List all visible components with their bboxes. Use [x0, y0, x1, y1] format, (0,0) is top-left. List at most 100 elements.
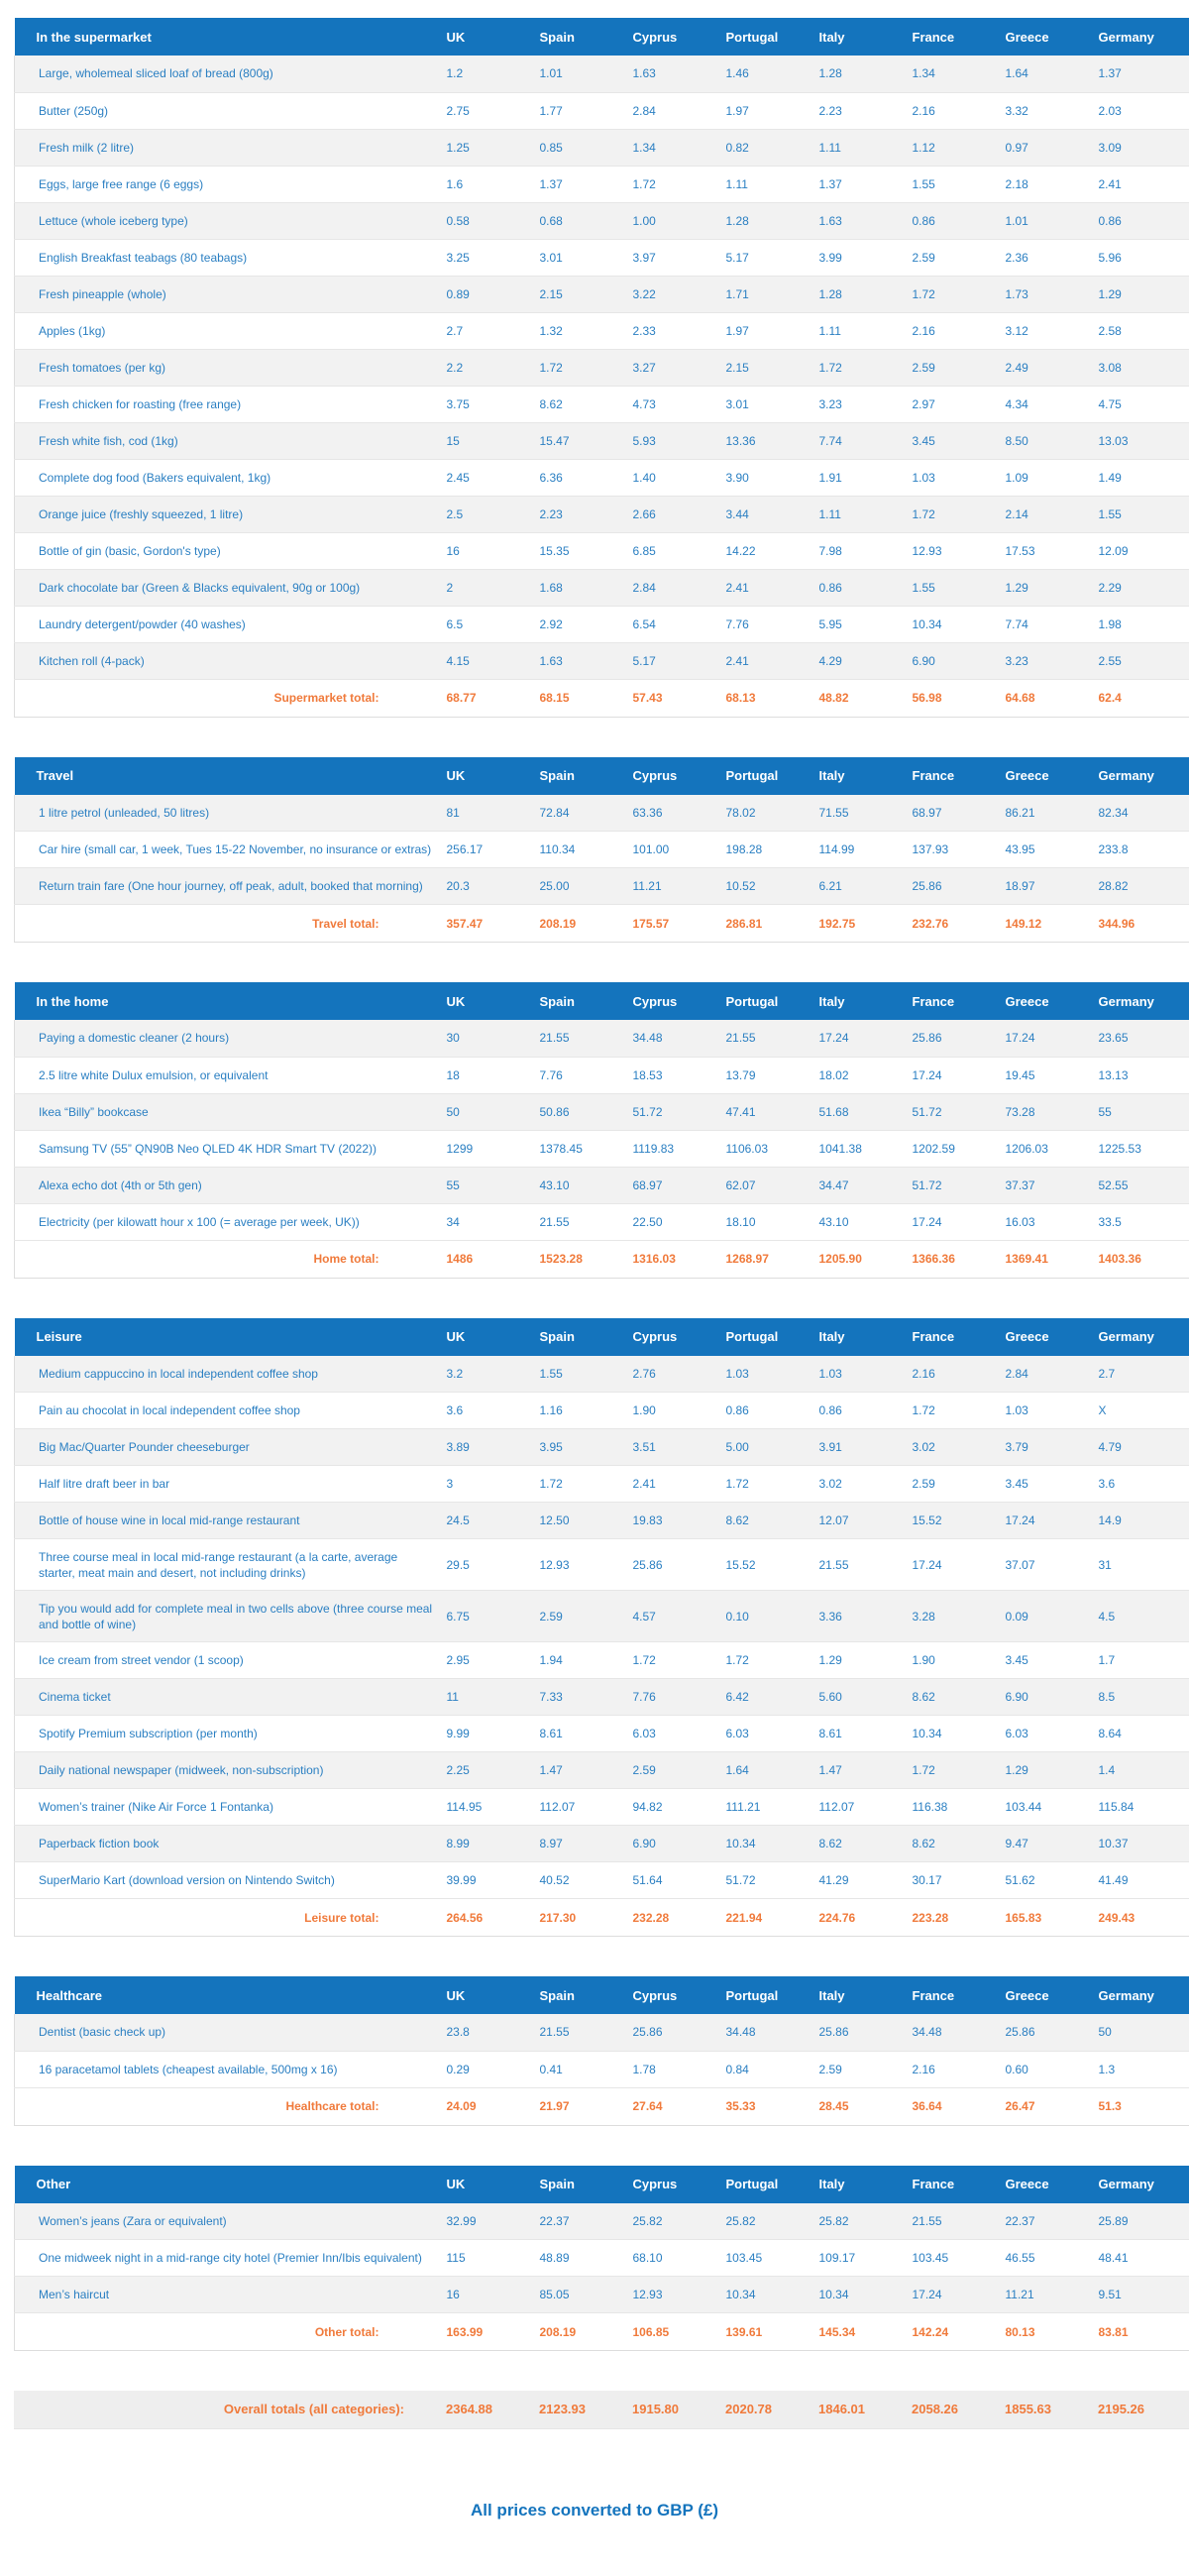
price-cell: 41.29 [818, 1873, 849, 1887]
price-cell: 16.03 [1005, 1214, 1035, 1229]
price-cell: 2.14 [1005, 506, 1028, 521]
section-total-value: 26.47 [1005, 2099, 1035, 2113]
item-name: Butter (250g) [39, 103, 109, 118]
table-row: Tip you would add for complete meal in t… [14, 1590, 1189, 1642]
price-cell: 2.59 [818, 2062, 842, 2076]
table-row: Women’s jeans (Zara or equivalent) 32.99 2… [14, 2202, 1189, 2240]
price-cell: 9.47 [1005, 1837, 1028, 1850]
section-total-value: 1369.41 [1005, 1252, 1048, 1266]
table-row: Lettuce (whole iceberg type) 0.58 0.68 1.00… [14, 202, 1189, 239]
item-name: Paperback fiction book [39, 1837, 160, 1850]
country-header: Cyprus [632, 1987, 678, 2003]
item-name: Fresh milk (2 litre) [39, 140, 135, 155]
price-cell: 4.34 [1005, 396, 1028, 411]
price-cell: 7.76 [539, 1067, 563, 1082]
price-cell: 51.72 [912, 1177, 942, 1192]
table-row: Fresh milk (2 litre) 1.25 0.85 1.34 0.82 1.11… [14, 129, 1189, 166]
section-total-value: 286.81 [725, 916, 763, 931]
price-cell: 3.22 [632, 286, 656, 301]
price-cell: 1.37 [539, 176, 563, 191]
price-cell: 1.98 [1098, 616, 1122, 631]
price-cell: 6.90 [632, 1837, 656, 1850]
price-cell: 32.99 [446, 2213, 477, 2228]
item-name: Daily national newspaper (midweek, non-s… [39, 1763, 324, 1777]
price-cell: 1.11 [725, 176, 748, 191]
price-cell: 43.95 [1005, 842, 1035, 856]
price-cell: 2.84 [632, 103, 656, 118]
section-table: Travel UK Spain Cyprus Portugal Italy France Gr… [14, 756, 1189, 944]
price-cell: 13.36 [725, 433, 756, 448]
price-cell: 1.09 [1005, 470, 1028, 485]
price-cell: 25.00 [539, 879, 570, 893]
country-header: Portugal [725, 993, 779, 1009]
price-cell: 7.74 [1005, 616, 1028, 631]
section-total-value: 64.68 [1005, 691, 1035, 705]
price-cell: 10.34 [725, 1837, 756, 1850]
price-cell: 1.00 [632, 213, 656, 228]
price-cell: 12.93 [539, 1557, 570, 1572]
price-cell: 1041.38 [818, 1141, 862, 1156]
price-cell: 3.6 [1098, 1477, 1116, 1491]
price-cell: 1.90 [632, 1403, 656, 1417]
price-cell: 8.62 [912, 1837, 935, 1850]
price-cell: 5.00 [725, 1440, 749, 1454]
price-cell: 0.86 [818, 580, 842, 595]
price-cell: 0.86 [1098, 213, 1122, 228]
table-row: Women’s trainer (Nike Air Force 1 Fontan… [14, 1788, 1189, 1826]
price-cell: 2.25 [446, 1763, 470, 1777]
price-cell: 10.34 [912, 616, 942, 631]
table-row: Daily national newspaper (midweek, non-s… [14, 1751, 1189, 1789]
price-cell: 1.72 [632, 176, 656, 191]
price-cell: 10.52 [725, 879, 756, 893]
section-title: In the home [36, 993, 109, 1009]
country-header: Cyprus [632, 29, 678, 45]
price-cell: 43.10 [818, 1214, 849, 1229]
section-total-value: 145.34 [818, 2324, 856, 2339]
country-header: Greece [1005, 2177, 1049, 2191]
section-title: Travel [36, 768, 74, 783]
price-cell: 1.34 [912, 66, 935, 81]
item-name: Bottle of house wine in local mid-range … [39, 1513, 300, 1527]
price-cell: 1.4 [1098, 1763, 1116, 1777]
section-total-value: 48.82 [818, 691, 849, 705]
price-cell: 40.52 [539, 1873, 570, 1887]
section-header-row: In the supermarket UK Spain Cyprus Portugal I… [14, 18, 1189, 56]
price-cell: 11.21 [632, 879, 662, 893]
price-cell: 47.41 [725, 1104, 756, 1119]
price-cell: 20.3 [446, 879, 470, 893]
price-cell: 72.84 [539, 805, 570, 820]
section-total-value: 56.98 [912, 691, 942, 705]
country-header: UK [446, 993, 466, 1009]
price-cell: 3.01 [725, 396, 749, 411]
country-header: Italy [818, 768, 845, 783]
price-cell: 3.89 [446, 1440, 470, 1454]
price-cell: 0.41 [539, 2062, 563, 2076]
price-cell: 0.86 [912, 213, 935, 228]
price-cell: 5.17 [632, 653, 656, 668]
section-table: In the home UK Spain Cyprus Portugal Italy Fra… [14, 982, 1189, 1279]
price-cell: 25.86 [912, 1031, 942, 1046]
price-cell: 2.23 [539, 506, 563, 521]
table-row: Dentist (basic check up) 23.8 21.55 25.86 34… [14, 2014, 1189, 2051]
item-name: Laundry detergent/powder (40 washes) [39, 616, 246, 631]
price-cell: 8.61 [539, 1727, 563, 1740]
section-total-value: 62.4 [1098, 691, 1122, 705]
price-cell: 4.29 [818, 653, 842, 668]
price-cell: 17.24 [1005, 1513, 1035, 1527]
price-cell: 55 [1098, 1104, 1112, 1119]
price-cell: 2.92 [539, 616, 563, 631]
price-cell: 21.55 [912, 2213, 942, 2228]
country-header: UK [446, 29, 466, 45]
price-cell: 7.76 [632, 1690, 656, 1704]
price-cell: 12.09 [1098, 543, 1129, 558]
price-cell: 7.98 [818, 543, 842, 558]
section-total-value: 221.94 [725, 1910, 763, 1925]
price-cell: 1.78 [632, 2062, 656, 2076]
price-cell: 0.29 [446, 2062, 470, 2076]
table-row: Apples (1kg) 2.7 1.32 2.33 1.97 1.11 2.16 3.12 2… [14, 312, 1189, 349]
price-cell: 50 [446, 1104, 460, 1119]
price-cell: 1206.03 [1005, 1141, 1048, 1156]
price-cell: 1.28 [818, 66, 842, 81]
price-cell: 3.45 [1005, 1653, 1028, 1667]
price-cell: 2.7 [1098, 1366, 1116, 1381]
